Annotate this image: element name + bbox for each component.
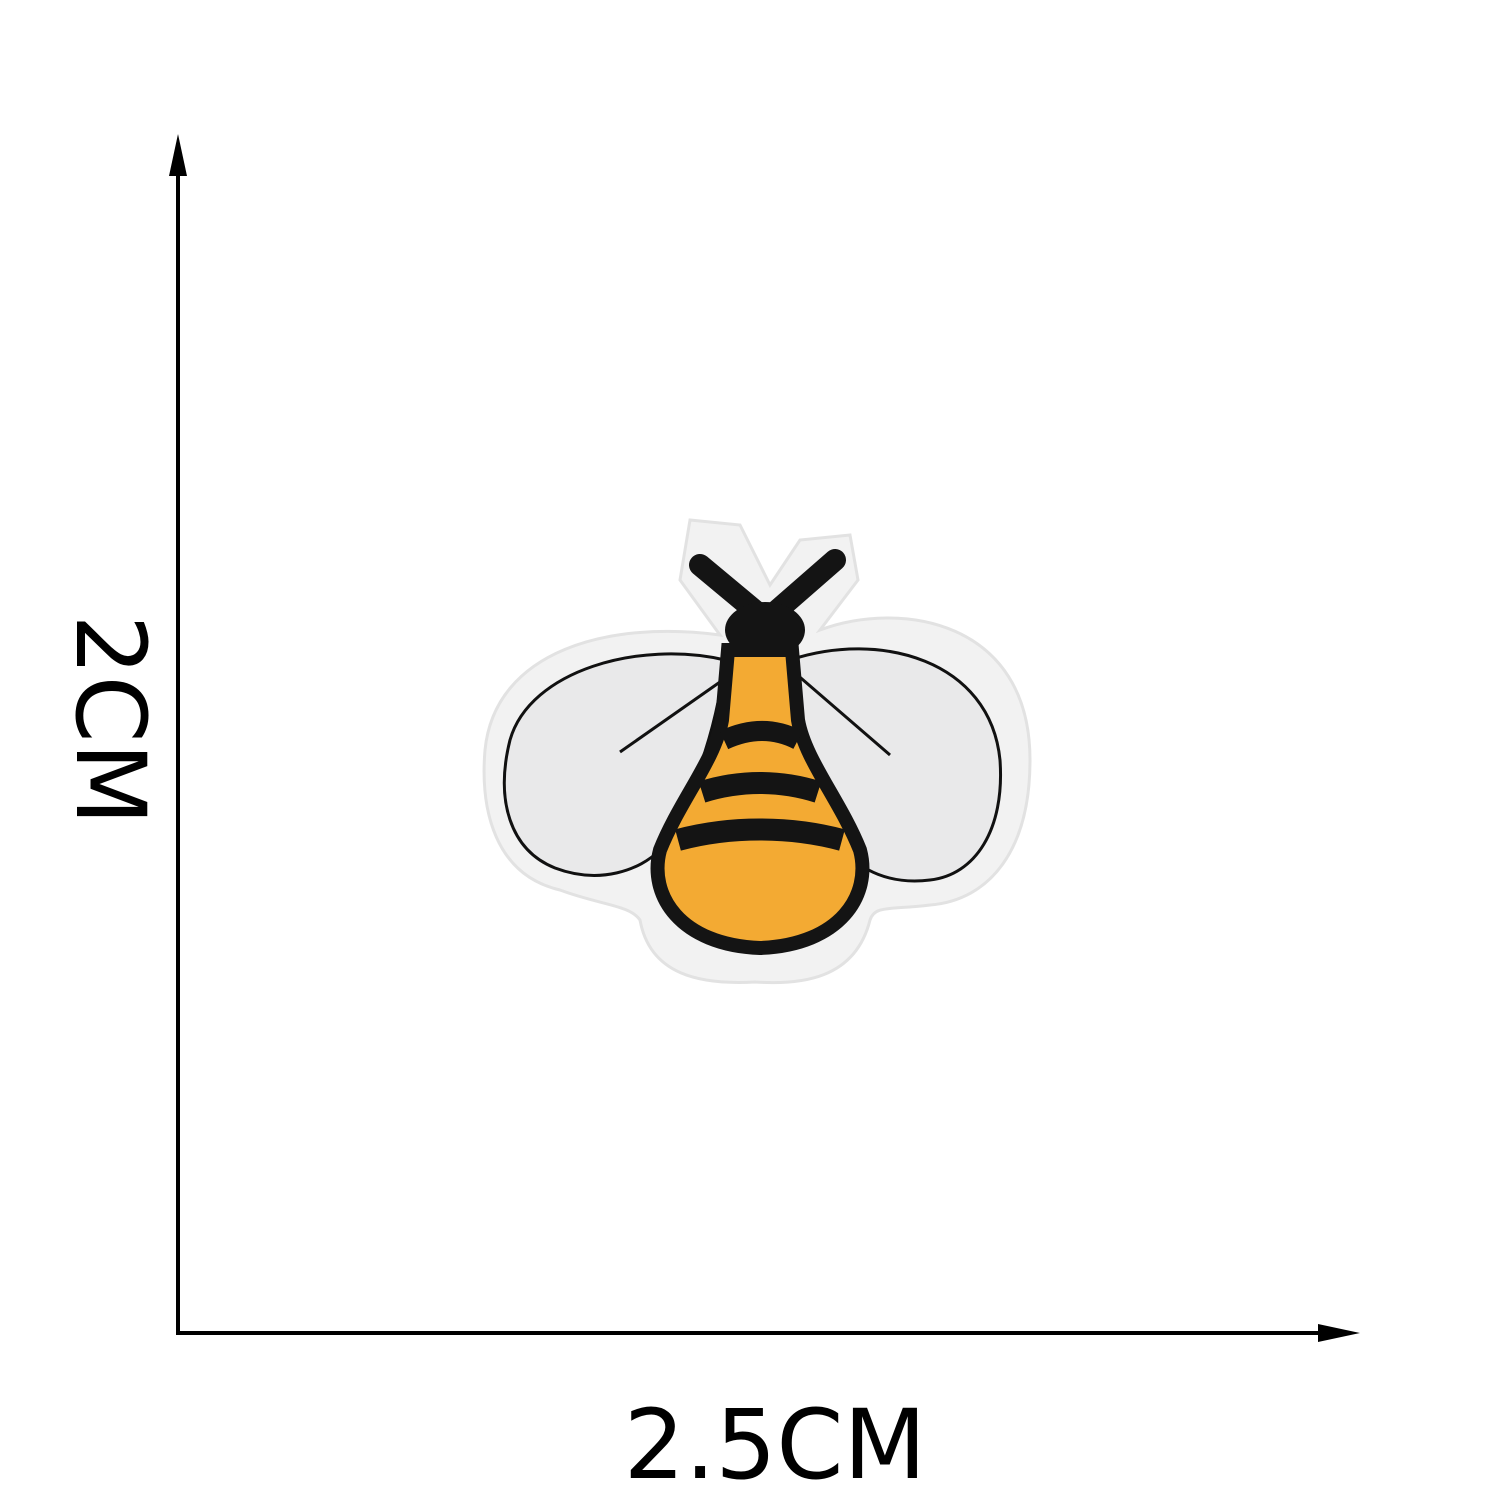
bee-body <box>650 643 870 956</box>
right-arrow-icon <box>1318 1324 1360 1342</box>
bee-patch-image <box>482 518 1032 985</box>
height-label: 2CM <box>54 614 166 826</box>
width-label: 2.5CM <box>623 1389 927 1500</box>
up-arrow-icon <box>169 134 187 176</box>
